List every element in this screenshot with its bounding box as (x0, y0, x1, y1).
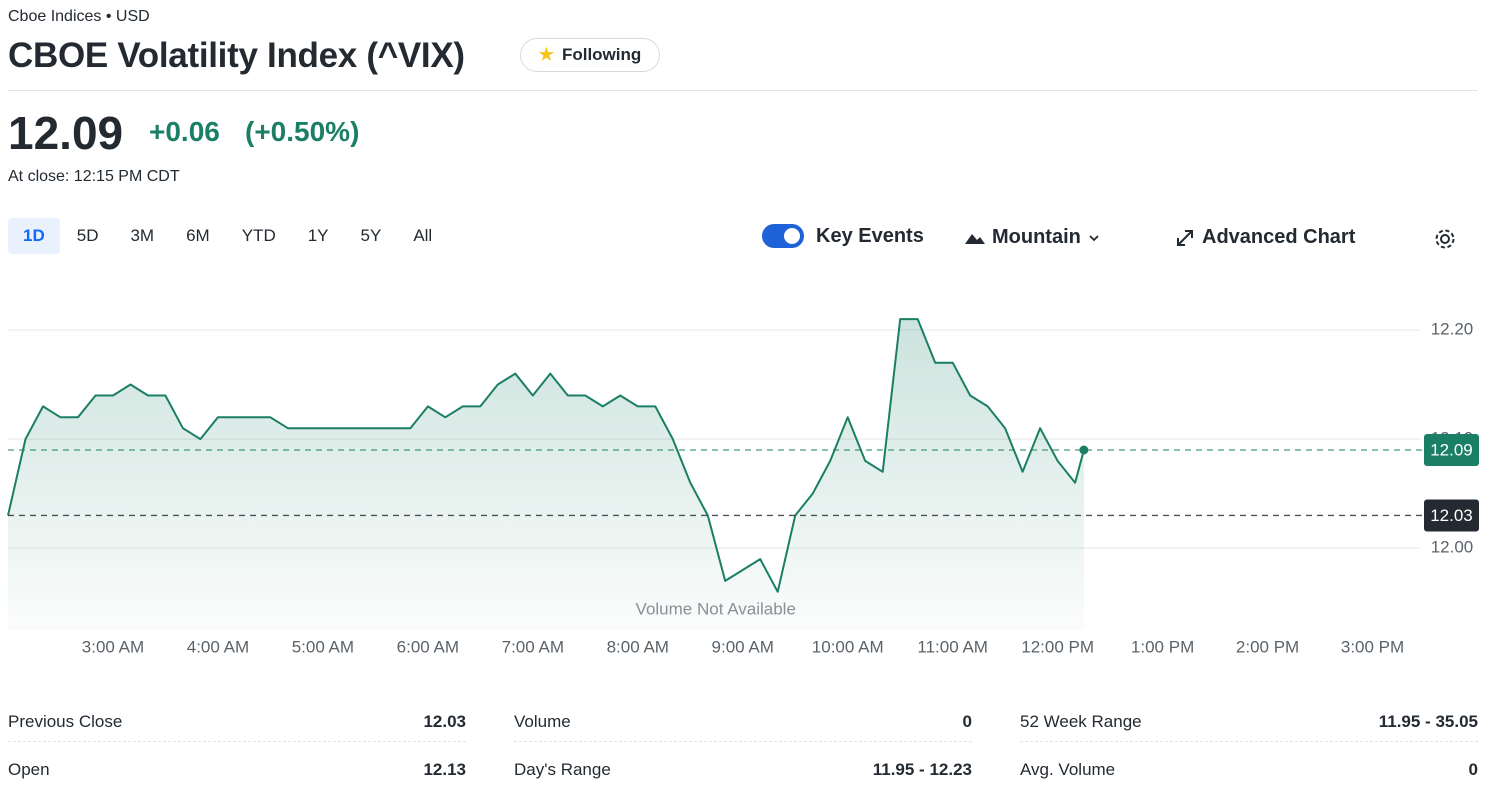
exchange: Cboe Indices • USD (8, 8, 150, 25)
stat-value: 12.03 (423, 711, 466, 731)
toggle[interactable] (762, 224, 804, 248)
price-badge (1424, 499, 1479, 532)
range-tab[interactable]: All (413, 226, 433, 245)
price-badge (1424, 434, 1479, 466)
x-tick-label: 2:00 PM (1236, 637, 1299, 656)
y-tick-label: 12.20 (1431, 319, 1474, 338)
stat-label: 52 Week Range (1020, 711, 1142, 731)
chart-type[interactable]: Mountain (964, 226, 1101, 249)
x-tick-label: 3:00 AM (82, 637, 144, 656)
close-time: At close: 12:15 PM CDT (8, 168, 180, 185)
stat: Open 12.13 (8, 750, 466, 790)
stat-label: Day's Range (514, 760, 611, 779)
stat-label: Avg. Volume (1020, 760, 1116, 779)
stats-row: Previous Close 12.03 Volume 0 52 Week Range 1… (8, 700, 1478, 748)
stat: Previous Close 12.03 (8, 702, 466, 742)
star-icon: ★ (538, 45, 554, 64)
x-tick-label: 5:00 AM (292, 637, 354, 656)
follow-button[interactable]: ★ Following (520, 38, 660, 72)
stat: Day's Range 11.95 - 12.23 (514, 750, 972, 790)
range-tab[interactable]: 5Y (360, 226, 382, 245)
price: 12.09 (8, 107, 124, 159)
stat: Volume 0 (514, 702, 972, 742)
advanced-label: Advanced Chart (1202, 226, 1356, 248)
price-badge-label: 12.03 (1430, 506, 1473, 525)
change-percent: (+0.50%) (245, 116, 360, 147)
stat: 52 Week Range 11.95 - 35.05 (1020, 702, 1478, 742)
expand-icon (1177, 229, 1193, 246)
range-tab[interactable]: 5D (76, 226, 99, 245)
stat-value: 12.13 (423, 760, 466, 779)
advanced-chart[interactable]: Advanced Chart (1176, 226, 1355, 249)
x-tick-label: 8:00 AM (607, 637, 669, 656)
separator (8, 90, 1478, 91)
x-tick-label: 10:00 AM (812, 637, 884, 656)
key-events[interactable]: Key Events (762, 224, 924, 248)
stat: Avg. Volume 0 (1020, 750, 1478, 790)
x-tick-label: 6:00 AM (397, 637, 459, 656)
chart-type-label: Mountain (992, 226, 1081, 248)
mountain-icon (965, 233, 985, 244)
range-tabs: 1D 5D 3M 6M YTD 1Y 5Y All (8, 218, 449, 254)
range-tab[interactable]: 1Y (307, 226, 329, 245)
price-badge-label: 12.09 (1430, 440, 1473, 459)
last-point (1079, 445, 1089, 455)
follow-label: Following (561, 45, 642, 64)
area (8, 319, 1084, 630)
y-tick-label: 12.00 (1431, 538, 1474, 557)
chevron (1089, 234, 1099, 241)
x-tick-label: 4:00 AM (187, 637, 249, 656)
x-tick-label: 11:00 AM (917, 637, 988, 656)
stat-label: Open (8, 760, 50, 779)
change: +0.06 (149, 116, 220, 147)
settings[interactable] (1432, 226, 1458, 252)
x-tick-label: 12:00 PM (1021, 637, 1094, 656)
range-tab[interactable]: 3M (130, 226, 155, 245)
stat-label: Volume (514, 711, 571, 731)
stats-row: Open 12.13 Day's Range 11.95 - 12.23 Avg. Vo… (8, 748, 1478, 796)
range-tab[interactable]: 6M (186, 226, 210, 245)
key-events-label: Key Events (816, 224, 924, 247)
range-tab[interactable]: 1D (8, 218, 60, 254)
x-tick-label: 1:00 PM (1131, 637, 1194, 656)
x-tick-label: 7:00 AM (502, 637, 564, 656)
range-tab[interactable]: YTD (241, 226, 276, 245)
line (7, 318, 1085, 593)
stat-value: 11.95 - 12.23 (872, 760, 972, 779)
title: CBOE Volatility Index (^VIX) (8, 36, 465, 75)
stat-value: 0 (962, 711, 972, 731)
stats: Previous Close 12.03 Volume 0 52 Week Range 1… (8, 700, 1478, 796)
stat-label: Previous Close (8, 711, 123, 731)
x-tick-label: 9:00 AM (712, 637, 774, 656)
x-tick-label: 3:00 PM (1341, 637, 1404, 656)
stat-value: 11.95 - 35.05 (1378, 711, 1478, 731)
stat-value: 0 (1468, 760, 1478, 779)
annotation: Volume Not Available (636, 599, 796, 618)
